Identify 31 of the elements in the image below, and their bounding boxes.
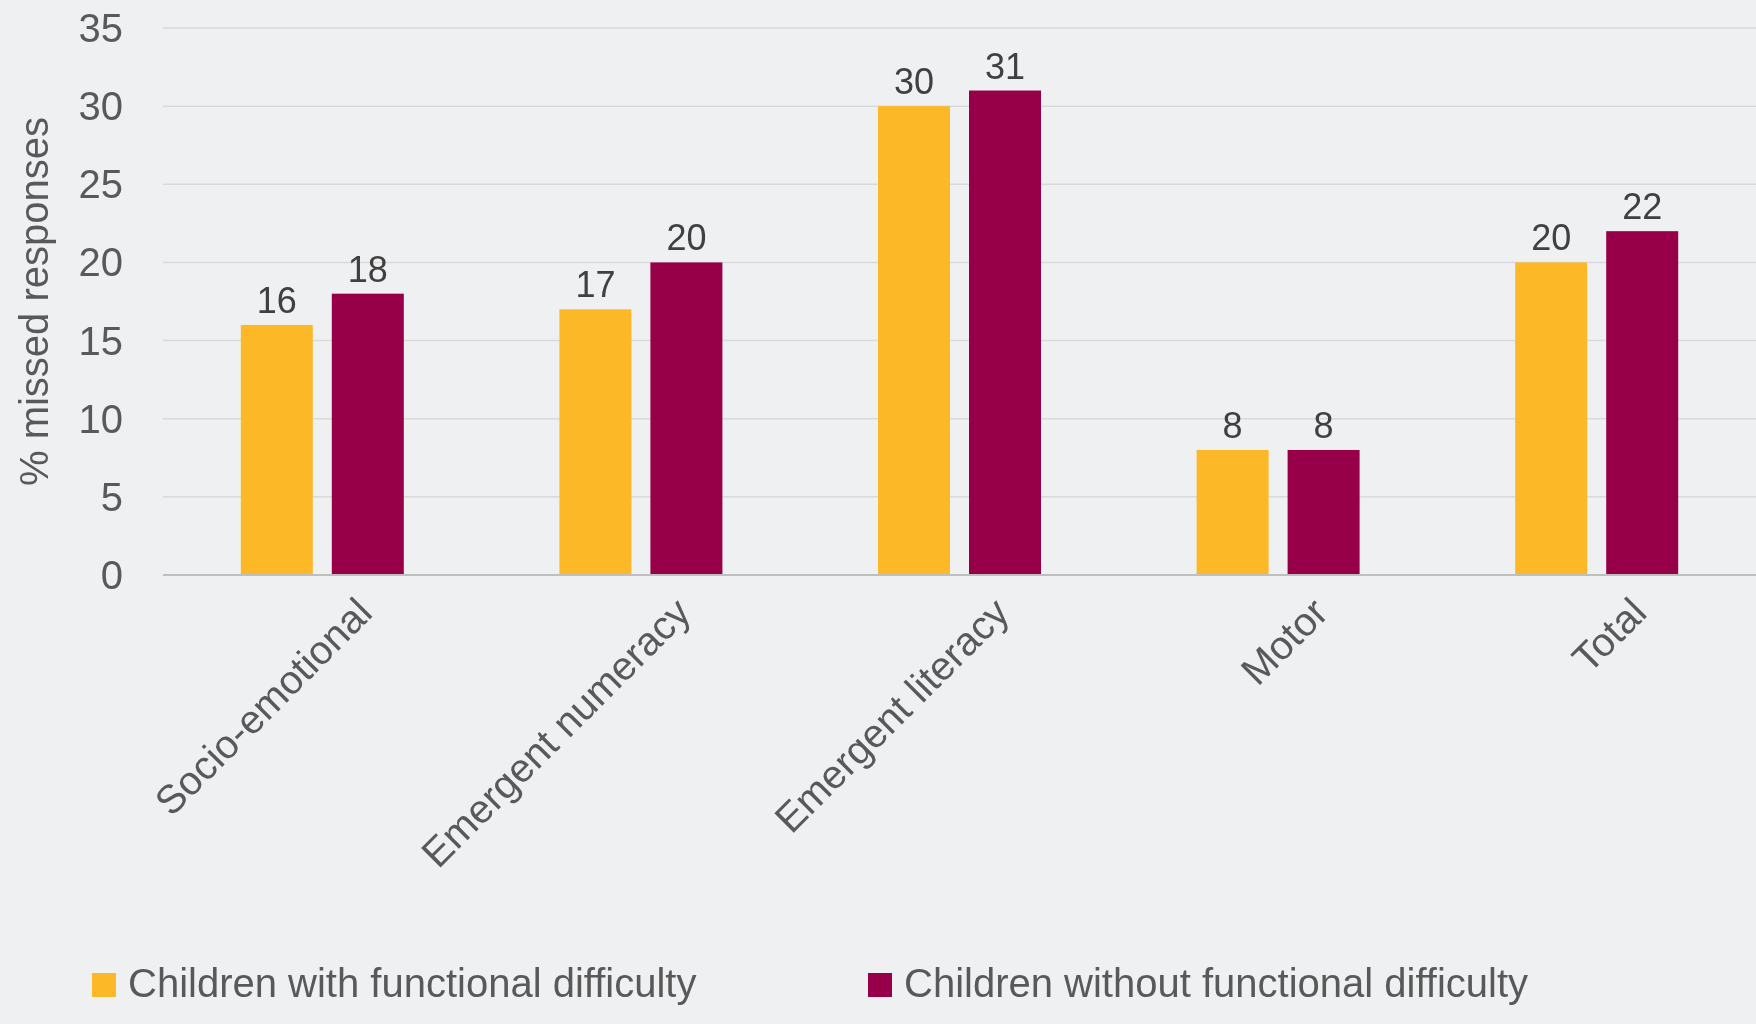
- y-axis-title: % missed responses: [12, 116, 56, 487]
- y-tick-label: 25: [78, 162, 123, 207]
- y-tick-label: 35: [78, 6, 123, 50]
- y-tick-label: 5: [100, 474, 123, 519]
- bar: [1515, 262, 1588, 575]
- y-tick-label: 10: [78, 396, 123, 441]
- bar: [1287, 449, 1360, 575]
- legend-label: Children without functional difficulty: [904, 961, 1529, 1005]
- data-label: 20: [666, 217, 707, 259]
- y-tick-label: 15: [78, 318, 123, 363]
- data-label: 30: [893, 61, 935, 103]
- y-tick-label: 20: [78, 240, 123, 285]
- y-tick-label: 30: [78, 84, 123, 129]
- bar: [1606, 231, 1679, 575]
- bar: [240, 324, 313, 575]
- data-label: 16: [256, 279, 297, 321]
- data-label: 18: [347, 248, 388, 290]
- bar: [331, 293, 404, 575]
- data-label: 22: [1622, 186, 1663, 228]
- y-tick-label: 0: [100, 553, 123, 597]
- bar: [559, 309, 632, 575]
- bar: [969, 90, 1041, 575]
- bar: [878, 106, 950, 575]
- data-label: 8: [1222, 404, 1243, 446]
- data-label: 8: [1313, 404, 1334, 446]
- bar: [1196, 449, 1269, 575]
- data-label: 20: [1531, 217, 1572, 259]
- data-label: 31: [984, 45, 1026, 87]
- bar: [650, 262, 723, 575]
- legend-label: Children with functional difficulty: [128, 961, 697, 1005]
- data-label: 17: [575, 264, 616, 306]
